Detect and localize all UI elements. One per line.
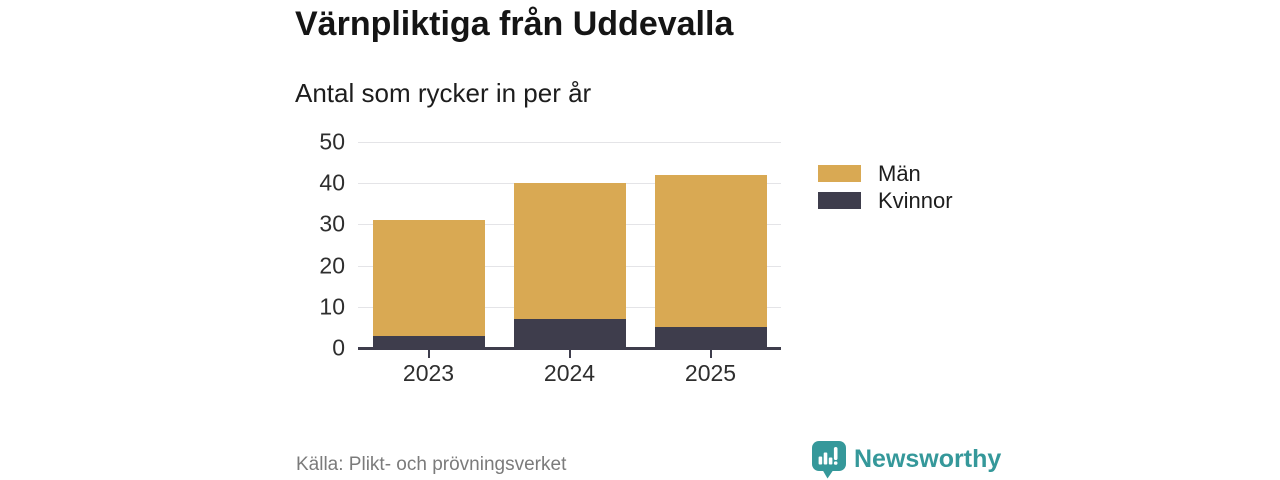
x-tick-label: 2024: [543, 360, 596, 386]
y-tick-label: 30: [319, 210, 345, 237]
x-tick: [427, 350, 430, 358]
category-slot: 2024: [499, 142, 640, 386]
source-note: Källa: Plikt- och prövningsverket: [296, 454, 567, 475]
legend-swatch: [818, 192, 861, 209]
chart-title: Värnpliktiga från Uddevalla: [295, 5, 734, 43]
bar-segment-män: [372, 220, 485, 336]
legend-label: Män: [878, 160, 921, 186]
legend: Män Kvinnor: [818, 160, 953, 219]
bar-segment-män: [513, 183, 626, 320]
y-tick-label: 50: [319, 128, 345, 155]
y-tick-label: 10: [319, 293, 345, 320]
bar-segment-män: [654, 174, 767, 328]
legend-label: Kvinnor: [878, 187, 953, 213]
y-tick-label: 40: [319, 169, 345, 196]
brand-name: Newsworthy: [854, 445, 1002, 473]
category-slot: 2025: [640, 142, 781, 386]
bar-segment-kvinnor: [654, 327, 767, 348]
y-tick-label: 0: [332, 334, 345, 361]
stacked-bar: [654, 174, 767, 348]
x-tick: [709, 350, 712, 358]
x-tick: [568, 350, 571, 358]
plot-area: 2023 2024 2025: [358, 142, 781, 386]
plot-slots: 2023 2024 2025: [358, 142, 781, 386]
y-axis-labels: 0 10 20 30 40 50: [270, 130, 345, 359]
legend-item: Män: [818, 160, 953, 186]
x-tick-label: 2023: [402, 360, 455, 386]
newsworthy-logo-icon: [812, 441, 846, 479]
y-tick-label: 20: [319, 252, 345, 279]
stacked-bar: [372, 220, 485, 348]
legend-swatch: [818, 165, 861, 182]
legend-item: Kvinnor: [818, 187, 953, 213]
x-tick-label: 2025: [684, 360, 737, 386]
bar-segment-kvinnor: [513, 319, 626, 348]
bar-segment-kvinnor: [372, 335, 485, 348]
chart-subtitle: Antal som rycker in per år: [295, 78, 592, 108]
newsworthy-brand: Newsworthy: [812, 441, 1001, 479]
x-axis-line: [358, 347, 781, 350]
gridline: [358, 142, 781, 143]
category-slot: 2023: [358, 142, 499, 386]
stacked-bar: [513, 183, 626, 348]
